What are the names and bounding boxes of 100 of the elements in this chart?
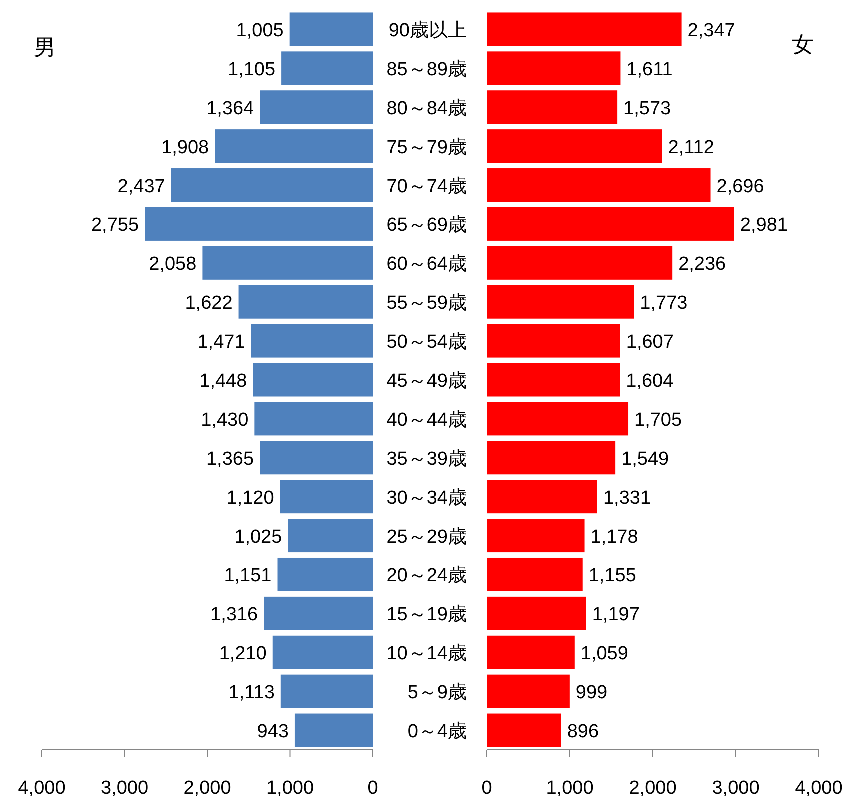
data-label: 1,365 [206, 448, 254, 470]
bar [145, 207, 373, 241]
text: 男 [34, 35, 56, 60]
x-tick-label: 1,000 [266, 778, 314, 799]
bar [294, 714, 373, 748]
data-label: 1,448 [200, 371, 248, 392]
x-tick-label: 2,000 [184, 778, 232, 799]
data-label: 2,696 [716, 176, 764, 198]
data-label: 1,316 [210, 604, 258, 626]
bar [487, 168, 711, 202]
data-label: 1,151 [224, 566, 272, 587]
bar [282, 52, 373, 86]
bar [290, 12, 373, 46]
x-tick-label: 1,000 [546, 778, 594, 799]
x-tick-label: 3,000 [712, 778, 760, 799]
data-label: 1,025 [234, 526, 282, 548]
bar [251, 324, 373, 358]
data-label: 1,705 [634, 410, 682, 431]
y-tick-label: 0～4歳 [408, 722, 467, 743]
bar [487, 402, 629, 436]
bar [487, 285, 634, 319]
bar [215, 130, 373, 164]
y-tick-label: 45～49歳 [386, 371, 467, 392]
data-label: 1,573 [624, 98, 672, 120]
y-tick-label: 65～69歳 [386, 215, 467, 236]
y-tick-label: 35～39歳 [386, 448, 467, 470]
bar [487, 441, 616, 475]
data-label: 1,178 [590, 526, 638, 548]
y-tick-label: 25～29歳 [386, 526, 467, 548]
bar [487, 363, 620, 397]
bar [487, 324, 620, 358]
bar [280, 480, 373, 514]
bar [253, 363, 373, 397]
bar [264, 596, 373, 630]
bar [288, 519, 373, 553]
y-tick-label: 50～54歳 [386, 332, 467, 354]
data-label: 2,112 [668, 137, 714, 158]
bar [487, 130, 662, 164]
x-tick-label: 4,000 [18, 778, 66, 799]
y-tick-label: 15～19歳 [386, 604, 467, 626]
bar [487, 519, 585, 553]
data-label: 1,773 [640, 293, 688, 314]
data-label: 1,105 [228, 59, 276, 80]
y-tick-label: 30～34歳 [386, 488, 467, 509]
y-tick-label: 20～24歳 [386, 566, 467, 587]
data-label: 1,471 [198, 332, 246, 354]
bar [278, 558, 373, 592]
bar [487, 674, 570, 708]
text: 女 [792, 32, 814, 57]
bar [202, 246, 373, 280]
bar [171, 168, 373, 202]
y-tick-label: 5～9歳 [408, 682, 467, 704]
x-tick-label: 3,000 [100, 778, 149, 799]
data-label: 1,120 [226, 488, 274, 509]
data-label: 1,059 [580, 644, 628, 665]
x-tick-label: 2,000 [629, 778, 677, 799]
bar [487, 714, 562, 748]
y-tick-label: 75～79歳 [386, 137, 467, 158]
bar [487, 636, 575, 670]
bar [260, 90, 373, 124]
data-label: 896 [567, 722, 600, 743]
bar [487, 596, 586, 630]
data-label: 1,155 [588, 566, 636, 587]
y-tick-label: 10～14歳 [386, 644, 467, 665]
x-tick-label: 0 [368, 778, 378, 799]
bar [280, 674, 373, 708]
data-label: 2,058 [149, 254, 197, 276]
bar [487, 12, 682, 46]
bar [487, 207, 734, 241]
data-label: 1,331 [603, 488, 652, 509]
bar [487, 90, 618, 124]
data-label: 1,113 [228, 682, 275, 704]
bar [487, 246, 673, 280]
bar [272, 636, 373, 670]
data-label: 2,755 [91, 215, 140, 236]
data-label: 2,236 [678, 254, 726, 276]
y-tick-label: 80～84歳 [386, 98, 467, 120]
data-label: 1,611 [626, 59, 673, 80]
y-tick-label: 60～64歳 [386, 254, 467, 276]
y-tick-label: 55～59歳 [386, 293, 467, 314]
data-label: 2,347 [688, 20, 736, 42]
data-label: 1,005 [236, 20, 284, 42]
bar [260, 441, 373, 475]
data-label: 1,430 [201, 410, 249, 431]
data-label: 2,437 [118, 176, 166, 198]
y-tick-label: 70～74歳 [386, 176, 467, 198]
data-label: 2,981 [740, 215, 788, 236]
data-label: 1,604 [626, 371, 674, 392]
bar [254, 402, 373, 436]
data-label: 943 [257, 722, 289, 743]
data-label: 1,210 [219, 644, 267, 665]
data-label: 1,607 [626, 332, 674, 354]
bar [487, 480, 598, 514]
bar [238, 285, 373, 319]
y-tick-label: 90歳以上 [388, 20, 467, 42]
x-tick-label: 0 [482, 778, 492, 799]
y-tick-label: 40～44歳 [386, 410, 467, 431]
data-label: 1,364 [206, 98, 255, 120]
bar [487, 52, 621, 86]
data-label: 1,197 [592, 604, 640, 626]
